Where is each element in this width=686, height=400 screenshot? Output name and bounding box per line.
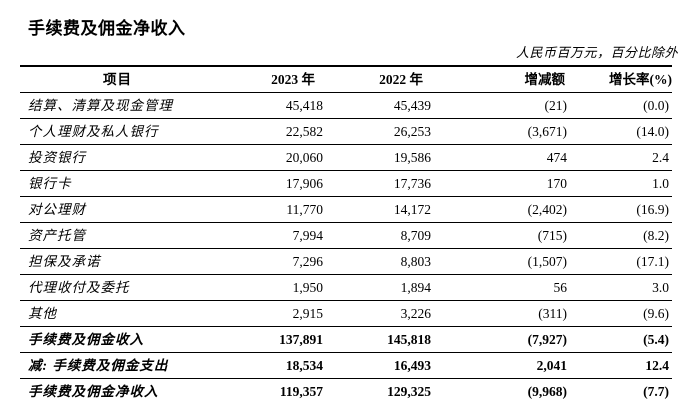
value-2023-cell: 137,891: [279, 332, 323, 347]
change-amount-cell: (9,968): [527, 384, 567, 399]
value-2022-cell: 19,586: [393, 150, 431, 165]
change-amount-cell: (21): [544, 98, 568, 113]
value-2023-cell: 20,060: [285, 150, 323, 165]
value-2023-cell: 11,770: [286, 202, 323, 217]
growth-rate-cell: (16.9): [636, 202, 669, 217]
value-2022-cell: 26,253: [393, 124, 431, 139]
table-body: 结算、清算及现金管理 45,418 45,439 (21) (0.0) 个人理财…: [20, 93, 672, 400]
growth-rate-cell: (14.0): [636, 124, 669, 139]
value-2023-cell: 7,296: [292, 254, 323, 269]
value-2022-cell: 14,172: [393, 202, 431, 217]
change-amount-cell: (715): [537, 228, 567, 243]
unit-note: 人民币百万元，百分比除外: [515, 45, 678, 60]
row-label-cell: 其他: [28, 306, 57, 321]
value-2022-cell: 16,493: [393, 358, 431, 373]
table-row: 手续费及佣金净收入 119,357 129,325 (9,968) (7.7): [20, 379, 672, 400]
growth-rate-cell: 3.0: [652, 280, 669, 295]
growth-rate-cell: 2.4: [652, 150, 669, 165]
row-label-cell: 手续费及佣金净收入: [28, 384, 159, 399]
row-label-cell: 手续费及佣金收入: [28, 332, 144, 347]
growth-rate-cell: (0.0): [643, 98, 669, 113]
column-header-change: 增减额: [524, 72, 566, 87]
growth-rate-cell: (8.2): [643, 228, 669, 243]
value-2023-cell: 17,906: [285, 176, 323, 191]
value-2022-cell: 1,894: [400, 280, 431, 295]
table-row: 其他 2,915 3,226 (311) (9.6): [20, 301, 672, 327]
change-amount-cell: 56: [553, 280, 568, 295]
table-row: 投资银行 20,060 19,586 474 2.4: [20, 145, 672, 171]
value-2022-cell: 8,709: [400, 228, 431, 243]
row-label-cell: 对公理财: [28, 202, 86, 217]
row-label-cell: 担保及承诺: [28, 254, 101, 269]
value-2023-cell: 22,582: [285, 124, 323, 139]
growth-rate-cell: 12.4: [645, 358, 669, 373]
row-label-cell: 减: 手续费及佣金支出: [28, 358, 169, 373]
table-header-row: 项目 2023 年 2022 年 增减额 增长率(%): [20, 66, 672, 93]
table-row: 结算、清算及现金管理 45,418 45,439 (21) (0.0): [20, 93, 672, 119]
value-2022-cell: 129,325: [387, 384, 431, 399]
value-2023-cell: 1,950: [292, 280, 323, 295]
value-2023-cell: 7,994: [292, 228, 323, 243]
change-amount-cell: (2,402): [527, 202, 567, 217]
row-label-cell: 银行卡: [28, 176, 72, 191]
fee-commission-table: 项目 2023 年 2022 年 增减额 增长率(%) 结算、清算及现金管理 4…: [20, 65, 672, 400]
table-row: 手续费及佣金收入 137,891 145,818 (7,927) (5.4): [20, 327, 672, 353]
column-header-2022: 2022 年: [379, 72, 423, 87]
page-title: 手续费及佣金净收入: [28, 19, 186, 38]
change-amount-cell: 170: [546, 176, 567, 191]
column-header-item: 项目: [103, 72, 132, 87]
change-amount-cell: 474: [546, 150, 567, 165]
table-row: 代理收付及委托 1,950 1,894 56 3.0: [20, 275, 672, 301]
row-label-cell: 资产托管: [28, 228, 86, 243]
change-amount-cell: (3,671): [527, 124, 567, 139]
growth-rate-cell: (7.7): [643, 384, 669, 399]
column-header-growth-rate: 增长率(%): [609, 72, 672, 87]
change-amount-cell: (311): [538, 306, 567, 321]
table-row: 资产托管 7,994 8,709 (715) (8.2): [20, 223, 672, 249]
growth-rate-cell: (9.6): [643, 306, 669, 321]
row-label-cell: 投资银行: [28, 150, 86, 165]
value-2023-cell: 18,534: [285, 358, 323, 373]
table-row: 担保及承诺 7,296 8,803 (1,507) (17.1): [20, 249, 672, 275]
value-2023-cell: 45,418: [285, 98, 323, 113]
value-2023-cell: 2,915: [292, 306, 323, 321]
value-2022-cell: 145,818: [387, 332, 431, 347]
row-label-cell: 个人理财及私人银行: [28, 124, 159, 139]
value-2023-cell: 119,357: [279, 384, 323, 399]
growth-rate-cell: (5.4): [643, 332, 669, 347]
change-amount-cell: (7,927): [527, 332, 567, 347]
table-row: 银行卡 17,906 17,736 170 1.0: [20, 171, 672, 197]
row-label-cell: 结算、清算及现金管理: [28, 98, 173, 113]
value-2022-cell: 45,439: [393, 98, 431, 113]
change-amount-cell: (1,507): [527, 254, 567, 269]
table-row: 减: 手续费及佣金支出 18,534 16,493 2,041 12.4: [20, 353, 672, 379]
column-header-2023: 2023 年: [271, 72, 315, 87]
value-2022-cell: 8,803: [400, 254, 431, 269]
growth-rate-cell: (17.1): [636, 254, 669, 269]
value-2022-cell: 17,736: [393, 176, 431, 191]
value-2022-cell: 3,226: [400, 306, 431, 321]
table-row: 个人理财及私人银行 22,582 26,253 (3,671) (14.0): [20, 119, 672, 145]
table-row: 对公理财 11,770 14,172 (2,402) (16.9): [20, 197, 672, 223]
change-amount-cell: 2,041: [536, 358, 567, 373]
table-header: 项目 2023 年 2022 年 增减额 增长率(%): [20, 66, 672, 93]
row-label-cell: 代理收付及委托: [28, 280, 130, 295]
growth-rate-cell: 1.0: [652, 176, 669, 191]
